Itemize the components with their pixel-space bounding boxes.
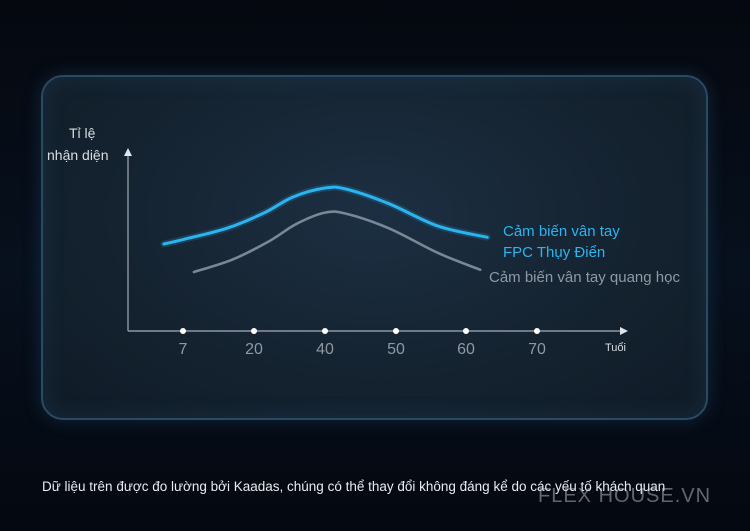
chart-panel	[41, 75, 708, 420]
x-tick-dot	[322, 328, 328, 334]
x-tick-dot	[534, 328, 540, 334]
x-tick-label: 7	[179, 341, 188, 358]
x-tick-label: 70	[528, 341, 546, 358]
x-tick-dot	[463, 328, 469, 334]
series-line-optical	[192, 210, 482, 274]
x-tick-label: 40	[316, 341, 334, 358]
y-axis-label: Tỉ lệ	[69, 125, 96, 141]
series-glow	[160, 183, 491, 248]
watermark: FLEX HOUSE.VN	[538, 485, 712, 507]
footnote: Dữ liệu trên được đo lường bởi Kaadas, c…	[42, 479, 666, 494]
y-axis-label: nhận diện	[47, 147, 109, 163]
x-tick-dot	[251, 328, 257, 334]
x-tick-label: 60	[457, 341, 475, 358]
series-label: Cảm biến vân tay quang học	[489, 269, 680, 286]
x-axis-arrow	[620, 327, 628, 335]
series-layer	[160, 183, 491, 274]
x-tick-dot	[180, 328, 186, 334]
labels-layer: 7 20 40 50 60 70 Tuổi Tỉ lệ nhận diện Cảm biến vâ…	[47, 125, 680, 358]
series-line-fpc	[162, 185, 489, 246]
y-axis-arrow	[124, 148, 132, 156]
x-tick-label: 50	[387, 341, 405, 358]
x-tick-dot	[393, 328, 399, 334]
axes	[124, 148, 628, 335]
x-axis-label: Tuổi	[605, 342, 626, 354]
series-label: FPC Thụy Điển	[503, 244, 605, 261]
x-tick-label: 20	[245, 341, 263, 358]
series-label: Cảm biến vân tay	[503, 223, 620, 240]
